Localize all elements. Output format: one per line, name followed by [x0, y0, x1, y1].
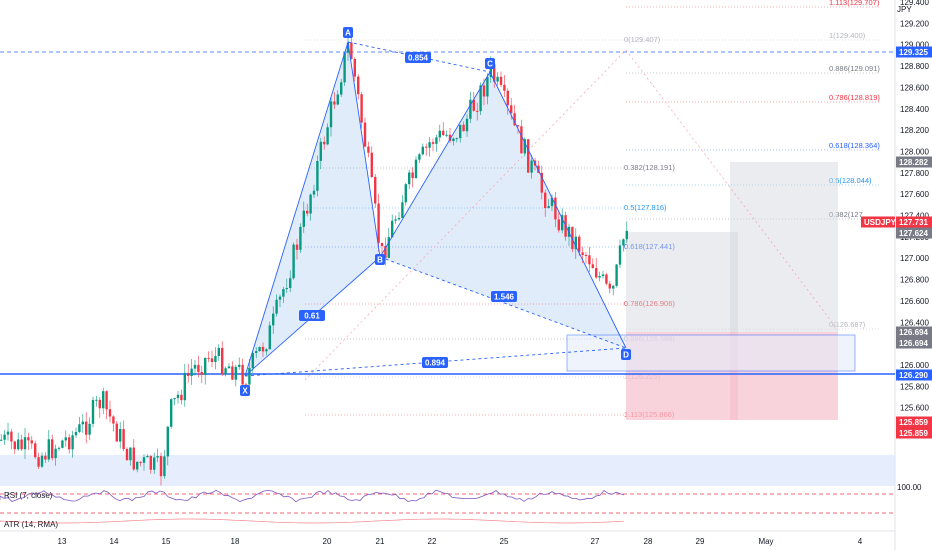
- svg-text:C: C: [487, 60, 493, 69]
- fib-level-left: 0(129.407): [624, 35, 661, 44]
- svg-text:127.624: 127.624: [899, 229, 928, 238]
- fib-level-right: 1.113(129.707): [829, 0, 880, 7]
- time-tick: 20: [323, 537, 332, 546]
- time-tick: 21: [376, 537, 385, 546]
- time-tick: 14: [110, 537, 119, 546]
- price-tick: 127.600: [900, 190, 929, 199]
- price-tag: 129.325: [896, 46, 932, 58]
- price-tick: 127.800: [900, 169, 929, 178]
- fib-level-right: 0.382(127: [829, 210, 863, 219]
- ratio-tag[interactable]: 0.61: [299, 310, 325, 321]
- svg-text:X: X: [242, 387, 248, 396]
- currency-label: JPY: [897, 5, 912, 14]
- price-tick: 126.600: [900, 297, 929, 306]
- price-tag: 125.859: [896, 427, 932, 439]
- fib-level-left: 0.5(127.816): [624, 203, 667, 212]
- price-tick: 129.000: [900, 41, 929, 50]
- atr-label: ATR (14, RMA): [4, 520, 58, 529]
- price-tick: 128.800: [900, 62, 929, 71]
- fib-level-right: 0.5(128.044): [829, 176, 872, 185]
- svg-text:0.854: 0.854: [408, 54, 429, 63]
- svg-text:129.325: 129.325: [899, 48, 928, 57]
- price-tick: 128.000: [900, 147, 929, 156]
- pattern-bcd-fill: [380, 72, 626, 348]
- rsi-level-label: 100.00: [897, 483, 922, 492]
- price-tick: 128.200: [900, 126, 929, 135]
- price-tick: 127.400: [900, 212, 929, 221]
- fib-level-left: 0.382(128.191): [624, 163, 675, 172]
- svg-text:USDJPY: USDJPY: [864, 218, 897, 227]
- prz-box: [566, 334, 856, 372]
- svg-text:125.859: 125.859: [899, 418, 928, 427]
- price-tick: 129.400: [900, 0, 929, 7]
- svg-text:127.731: 127.731: [899, 218, 928, 227]
- pattern-xab-fill: [245, 42, 380, 376]
- svg-text:125.859: 125.859: [899, 429, 928, 438]
- svg-text:126.290: 126.290: [899, 371, 928, 380]
- time-tick: 25: [500, 537, 509, 546]
- time-tick: 22: [428, 537, 437, 546]
- price-tag: 127.624: [896, 227, 932, 239]
- price-tag: 126.290: [896, 369, 932, 381]
- price-tick: 126.400: [900, 318, 929, 327]
- price-tick: 128.400: [900, 105, 929, 114]
- rsi-label: RSI (7, close): [4, 491, 53, 500]
- price-tick: 129.200: [900, 19, 929, 28]
- time-tick: May: [758, 537, 773, 546]
- fib-level-right: 0.618(128.364): [829, 141, 880, 150]
- svg-text:A: A: [345, 29, 351, 38]
- price-tick: 125.800: [900, 382, 929, 391]
- rsi-pane: RSI (7, close) 100.00: [0, 483, 922, 503]
- svg-text:0.61: 0.61: [304, 312, 320, 321]
- svg-text:D: D: [623, 351, 629, 360]
- svg-text:1.546: 1.546: [494, 293, 515, 302]
- time-tick: 28: [644, 537, 653, 546]
- time-tick: 29: [696, 537, 705, 546]
- target-zone-gray-2: [730, 162, 838, 332]
- time-tick: 15: [162, 537, 171, 546]
- price-tag: 126.694: [896, 337, 932, 349]
- price-tick: 127.000: [900, 254, 929, 263]
- pattern-point-b[interactable]: B: [375, 254, 385, 265]
- pattern-point-d[interactable]: D: [621, 349, 631, 360]
- price-tick: 126.000: [900, 361, 929, 370]
- time-tick: 27: [591, 537, 600, 546]
- price-tick: 126.800: [900, 276, 929, 285]
- svg-text:0.894: 0.894: [425, 359, 446, 368]
- fib-level-right: 0.786(128.819): [829, 93, 880, 102]
- price-tag: 125.859: [896, 416, 932, 428]
- target-zone-gray: [626, 232, 738, 332]
- time-tick: 13: [58, 537, 67, 546]
- atr-pane: ATR (14, RMA): [0, 518, 625, 529]
- fib-level-left: 0.786(126.906): [624, 299, 675, 308]
- svg-text:126.694: 126.694: [899, 339, 928, 348]
- fib-level-right: 0.886(129.091): [829, 64, 880, 73]
- support-zone: [0, 455, 895, 486]
- price-tag: 128.282: [896, 156, 932, 168]
- svg-text:126.694: 126.694: [899, 328, 928, 337]
- svg-text:B: B: [377, 256, 383, 265]
- svg-text:128.282: 128.282: [899, 158, 928, 167]
- time-axis[interactable]: 13 14 15 18 20 21 22 25 27 28 29 May 4: [58, 537, 863, 546]
- price-tag: 126.694: [896, 326, 932, 338]
- price-tick: 128.600: [900, 83, 929, 92]
- time-tick: 4: [858, 537, 863, 546]
- fib-level-left: 0.618(127.441): [624, 242, 675, 251]
- ratio-tag[interactable]: 1.546: [491, 291, 517, 302]
- ratio-tag[interactable]: 0.854: [405, 52, 431, 63]
- pattern-point-x[interactable]: X: [240, 385, 250, 396]
- time-tick: 18: [231, 537, 240, 546]
- pattern-point-a[interactable]: A: [343, 27, 353, 38]
- ratio-tag[interactable]: 0.894: [422, 357, 448, 368]
- price-tick: 125.600: [900, 404, 929, 413]
- fib-level-right: 0(126.687): [829, 320, 866, 329]
- fib-level-right: 1(129.400): [829, 31, 866, 40]
- pattern-point-c[interactable]: C: [485, 58, 495, 69]
